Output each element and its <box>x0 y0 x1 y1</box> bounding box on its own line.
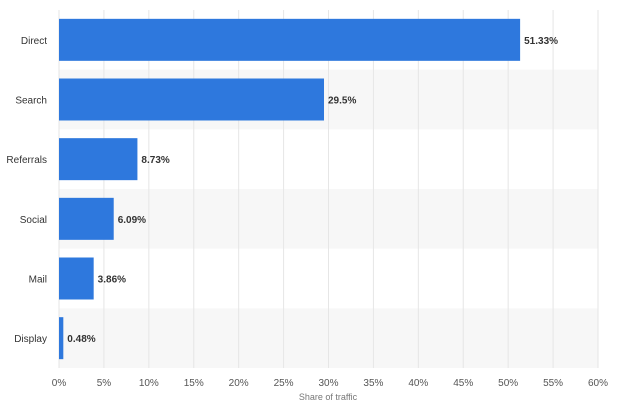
x-tick-label: 35% <box>363 378 383 389</box>
value-label: 51.33% <box>524 36 558 47</box>
bar <box>59 257 94 300</box>
category-labels: Direct Search Referrals Social Mail Display <box>6 36 47 345</box>
x-tick-label: 10% <box>139 378 159 389</box>
bars <box>59 18 521 360</box>
x-tick-label: 30% <box>318 378 338 389</box>
x-tick-label: 40% <box>408 378 428 389</box>
x-axis-tick-labels: 0% 5% 10% 15% 20% 25% 30% 35% 40% 45% 50% 55% 60% <box>52 378 608 389</box>
category-label: Social <box>20 215 47 226</box>
bar <box>59 197 114 240</box>
category-label: Direct <box>21 36 47 47</box>
value-label: 0.48% <box>67 334 95 345</box>
value-label: 8.73% <box>141 155 169 166</box>
value-label: 29.5% <box>328 96 356 107</box>
category-label: Display <box>14 334 47 345</box>
x-tick-label: 25% <box>274 378 294 389</box>
x-tick-label: 0% <box>52 378 67 389</box>
bar <box>59 138 138 181</box>
x-axis-title: Share of traffic <box>299 392 358 402</box>
x-tick-label: 5% <box>97 378 112 389</box>
value-label: 6.09% <box>118 215 146 226</box>
category-label: Referrals <box>6 155 47 166</box>
bar <box>59 18 521 61</box>
x-tick-label: 45% <box>453 378 473 389</box>
category-label: Search <box>15 96 47 107</box>
x-tick-label: 20% <box>229 378 249 389</box>
x-tick-label: 50% <box>498 378 518 389</box>
bar <box>59 317 64 360</box>
value-label: 3.86% <box>98 275 126 286</box>
value-labels: 51.33% 29.5% 8.73% 6.09% 3.86% 0.48% <box>67 36 558 345</box>
x-tick-label: 55% <box>543 378 563 389</box>
gridlines <box>58 10 599 368</box>
bar <box>59 78 325 121</box>
category-label: Mail <box>29 275 47 286</box>
x-tick-label: 15% <box>184 378 204 389</box>
x-tick-label: 60% <box>588 378 608 389</box>
